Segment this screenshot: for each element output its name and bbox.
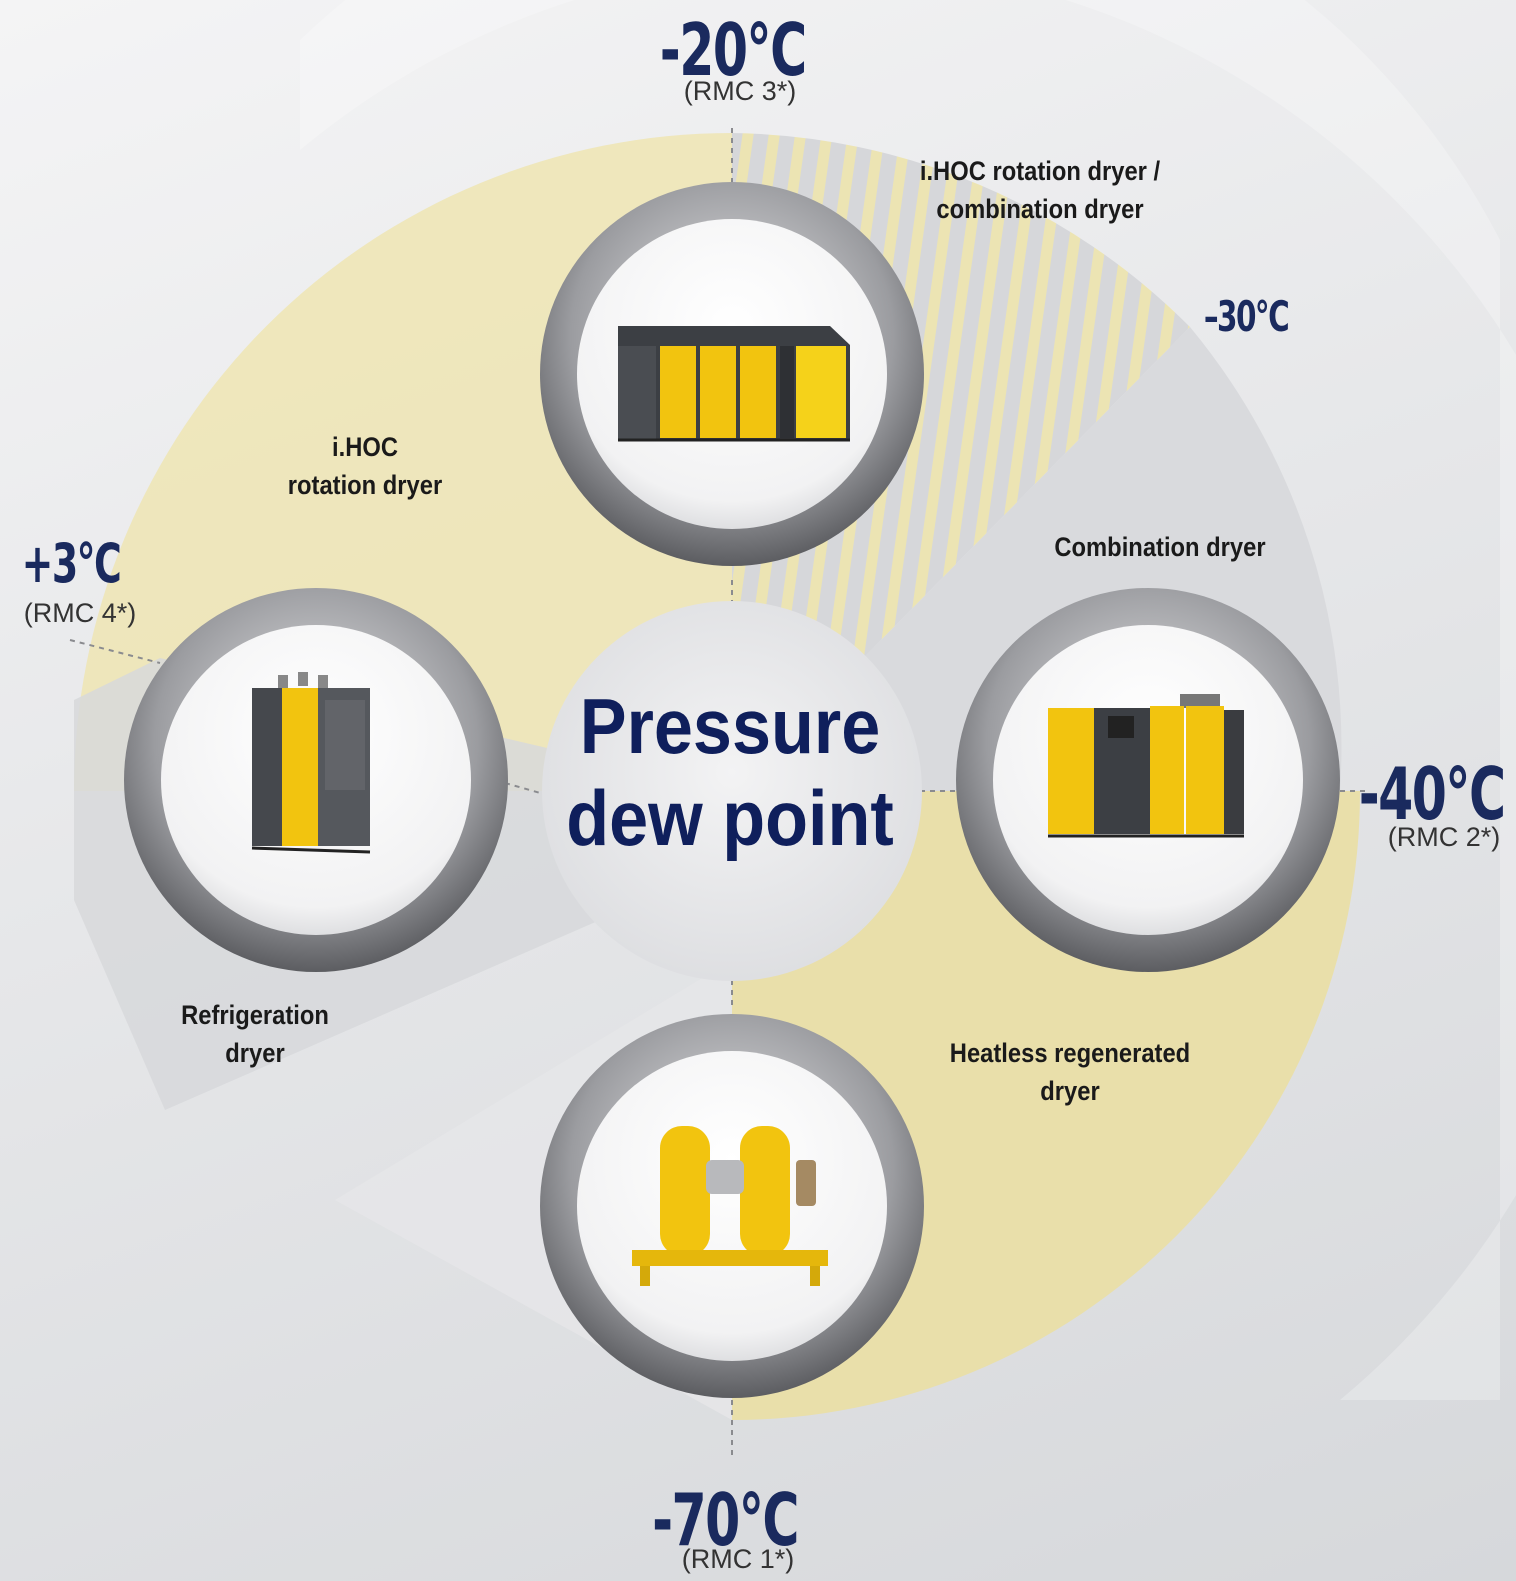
center-title-line1: Pressure	[579, 682, 881, 770]
temp-left: +3°C	[21, 532, 122, 595]
background-arc	[300, 0, 1516, 1400]
ring-bottom	[540, 1014, 924, 1398]
label-combination: Combination dryer	[1028, 528, 1292, 566]
rmc-right: (RMC 2*)	[1387, 822, 1501, 852]
label-combination-line1: Combination dryer	[1054, 532, 1266, 562]
temp-top: -20°C	[659, 8, 807, 92]
refrigeration-machine-image	[251, 672, 371, 854]
rmc-bottom: (RMC 1*)	[681, 1544, 795, 1574]
combination-machine-image	[1048, 694, 1244, 838]
ihoc-machine-image	[618, 326, 850, 442]
temp-mid: –30°C	[1203, 292, 1290, 341]
label-ihoc-combination-line1: i.HOC rotation dryer /	[919, 156, 1161, 186]
label-refrigeration-line2: dryer	[225, 1038, 285, 1068]
label-ihoc-line2: rotation dryer	[287, 470, 443, 500]
label-ihoc-combination: i.HOC rotation dryer / combination dryer	[899, 152, 1181, 228]
temp-bottom: -70°C	[652, 1478, 799, 1562]
label-heatless: Heatless regenerated dryer	[929, 1034, 1211, 1110]
heatless-machine-image	[632, 1126, 828, 1286]
label-refrigeration-line1: Refrigeration	[181, 1000, 329, 1030]
center-title-line2: dew point	[566, 774, 894, 862]
temp-right: -40°C	[1358, 752, 1506, 836]
rmc-left: (RMC 4*)	[23, 598, 137, 628]
label-ihoc-line1: i.HOC	[331, 432, 398, 462]
label-refrigeration: Refrigeration dryer	[154, 996, 356, 1072]
center-circle	[542, 601, 922, 981]
label-ihoc: i.HOC rotation dryer	[255, 428, 475, 504]
label-ihoc-combination-line2: combination dryer	[936, 194, 1144, 224]
label-heatless-line2: dryer	[1040, 1076, 1100, 1106]
rmc-top: (RMC 3*)	[683, 76, 797, 106]
center-title: Pressure dew point	[559, 680, 901, 864]
label-heatless-line1: Heatless regenerated	[949, 1038, 1191, 1068]
